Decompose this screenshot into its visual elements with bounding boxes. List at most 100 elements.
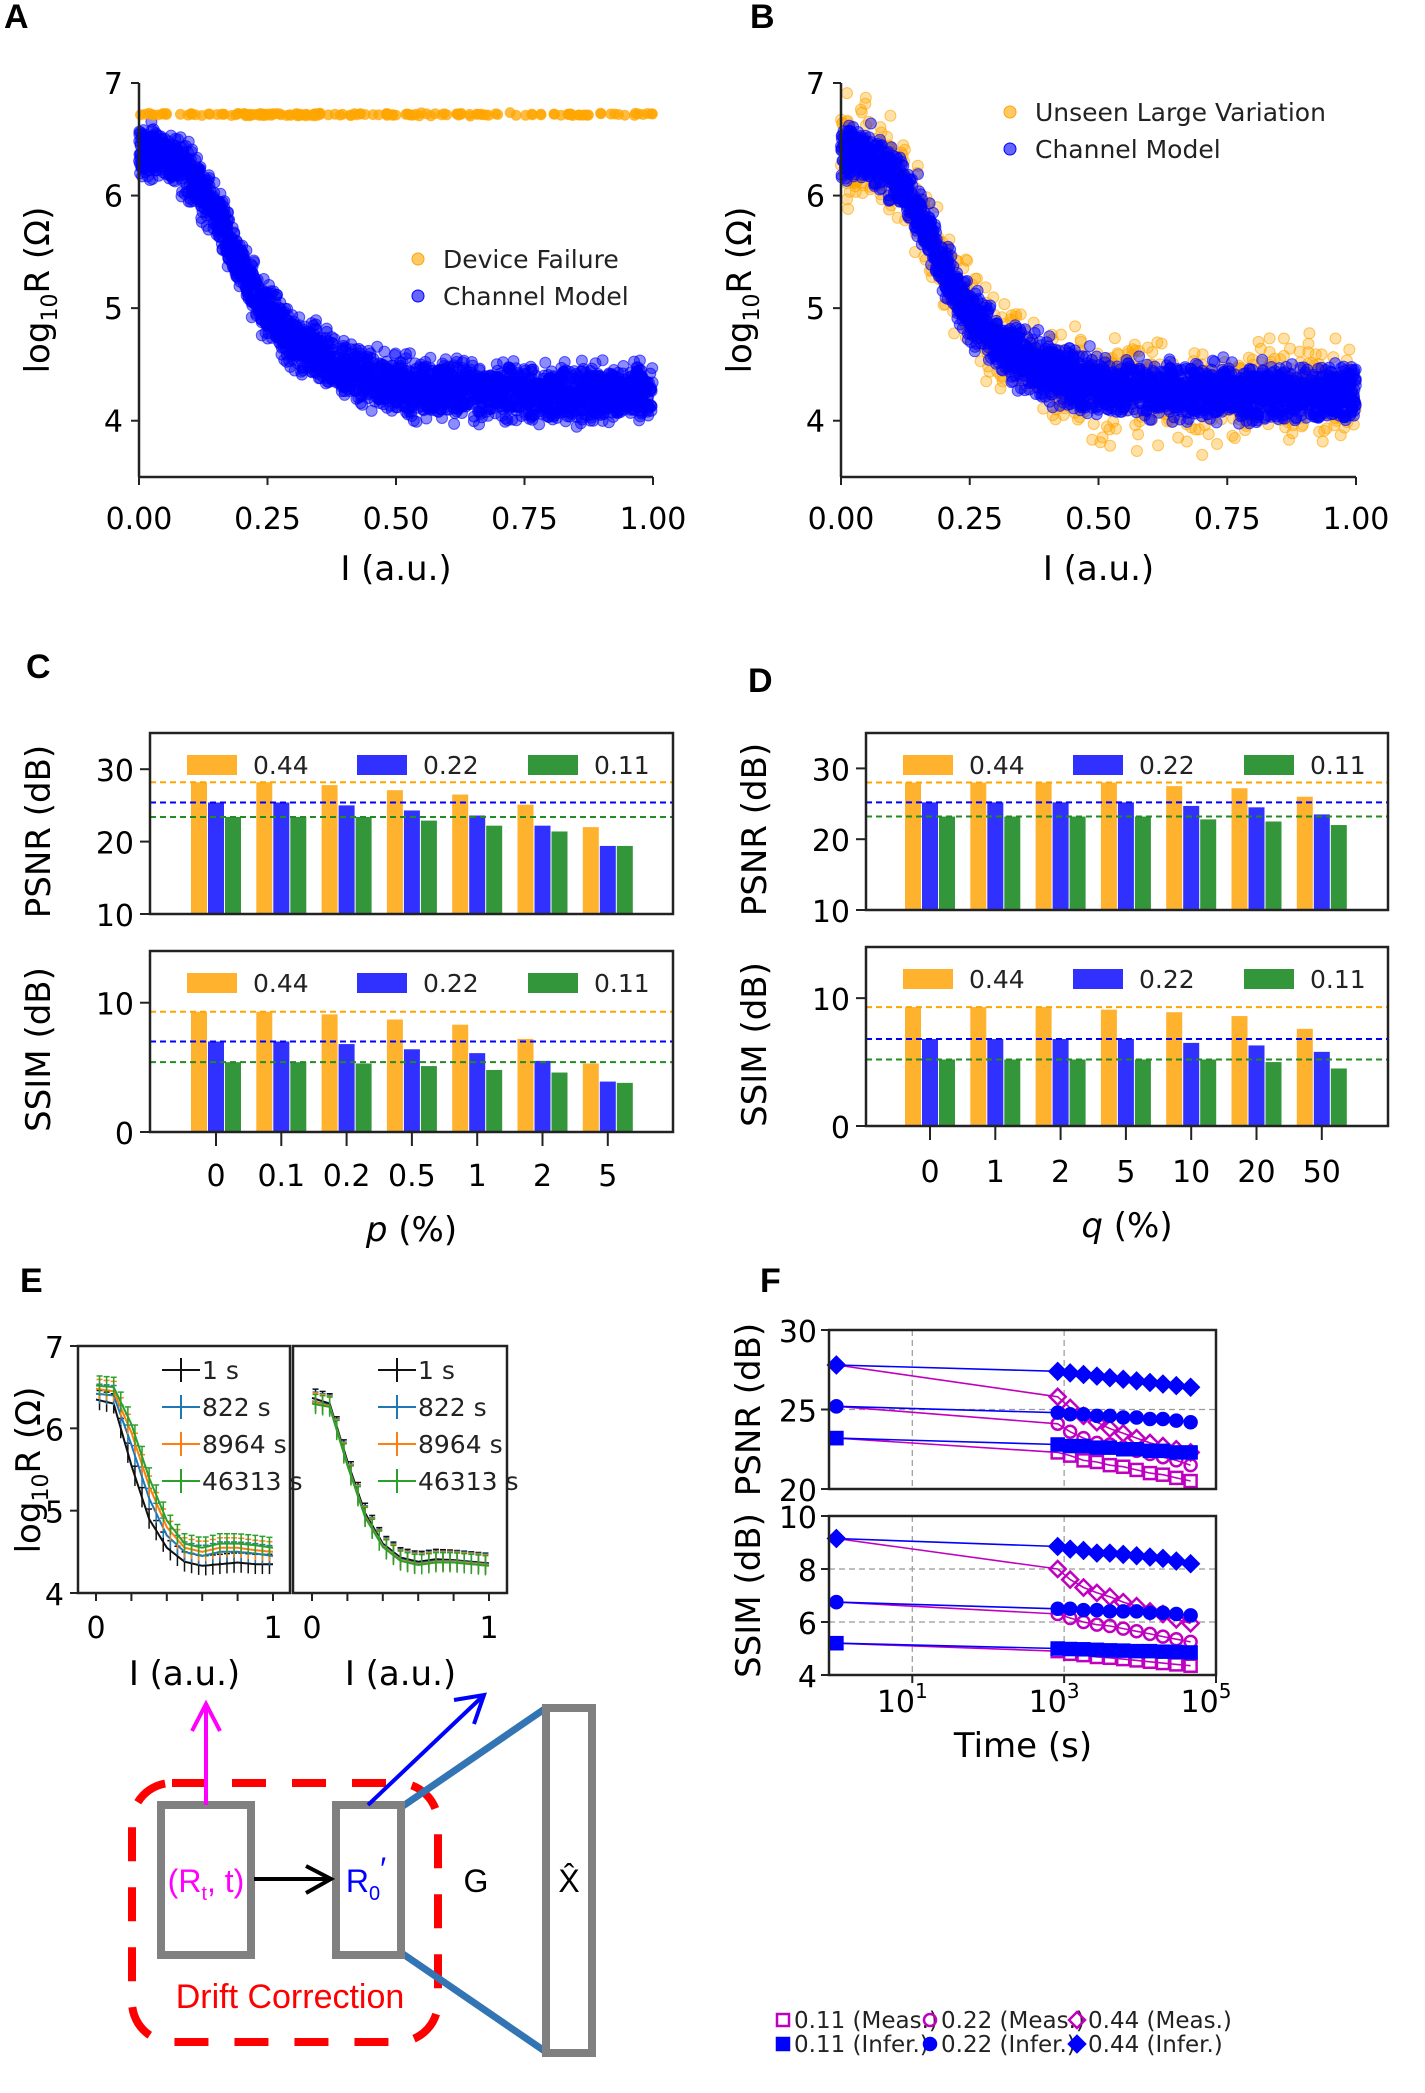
data-point (1303, 327, 1316, 340)
legend-marker (411, 289, 425, 303)
series-channel-model (133, 115, 659, 433)
data-point (135, 109, 146, 121)
data-point (421, 108, 432, 120)
data-point (594, 391, 606, 404)
data-point (206, 203, 219, 216)
data-point (1316, 435, 1329, 448)
data-point (1152, 439, 1165, 452)
data-point (841, 87, 853, 100)
panel-label-f: F (760, 1262, 781, 1300)
data-point (1069, 320, 1082, 333)
data-point (607, 410, 620, 423)
data-point (539, 356, 552, 369)
data-point (476, 109, 488, 121)
data-point (1083, 340, 1096, 353)
data-point (644, 383, 657, 396)
data-point (1129, 419, 1142, 432)
data-point (1343, 343, 1356, 356)
data-point (483, 369, 496, 382)
legend-label: Channel Model (443, 282, 629, 311)
data-point (250, 307, 263, 320)
data-point (448, 417, 461, 430)
data-point (523, 412, 536, 425)
data-point (335, 360, 348, 373)
scatter-points-A (133, 107, 659, 433)
data-point (994, 382, 1007, 395)
data-point (186, 108, 198, 120)
data-point (335, 377, 348, 390)
data-point (147, 160, 160, 173)
y-tick-label: 5 (104, 292, 123, 327)
data-point (271, 108, 283, 119)
data-point (412, 377, 425, 389)
data-point (511, 367, 524, 380)
data-point (386, 386, 399, 399)
data-point (1211, 438, 1223, 450)
data-point (274, 303, 287, 315)
data-point (427, 404, 440, 417)
data-point (619, 109, 631, 121)
data-point (438, 108, 450, 120)
data-point (521, 398, 534, 411)
data-point (195, 215, 208, 228)
data-point (390, 366, 403, 379)
legend-label: Device Failure (443, 245, 619, 274)
data-point (334, 109, 346, 121)
data-point (1151, 336, 1164, 349)
data-point (1101, 420, 1113, 433)
data-point (493, 396, 506, 409)
data-point (856, 187, 869, 199)
y-tick-label: 7 (104, 67, 123, 102)
data-point (1226, 429, 1239, 442)
data-point (154, 130, 167, 143)
data-point (1094, 436, 1107, 449)
data-point (575, 354, 588, 367)
data-point (242, 284, 255, 296)
data-point (191, 168, 204, 181)
x-axis-label: I (a.u.) (340, 549, 451, 589)
data-point (1014, 308, 1027, 321)
data-point (429, 373, 442, 386)
data-point (309, 347, 322, 360)
data-point (467, 415, 480, 428)
data-point (249, 109, 261, 120)
data-point (841, 193, 853, 206)
data-point (338, 344, 351, 357)
data-point (182, 152, 195, 165)
data-point (146, 108, 158, 120)
data-point (482, 385, 495, 398)
data-point (171, 133, 184, 146)
data-point (464, 108, 476, 120)
data-point (510, 391, 523, 404)
data-point (632, 108, 644, 120)
data-point (157, 108, 169, 119)
data-point (395, 376, 408, 389)
data-point (226, 221, 239, 234)
data-point (162, 156, 175, 169)
data-point (358, 367, 371, 380)
data-point (215, 220, 228, 233)
data-point (646, 362, 659, 375)
data-point (452, 390, 465, 403)
data-point (175, 174, 188, 187)
legend-marker (411, 252, 425, 266)
data-point (551, 411, 563, 424)
data-point (596, 354, 609, 367)
data-point (577, 384, 590, 397)
data-point (1108, 332, 1121, 345)
data-point (278, 333, 291, 346)
data-point (295, 327, 308, 340)
data-point (378, 345, 391, 358)
data-point (232, 272, 245, 285)
data-point (309, 108, 321, 120)
data-point (1087, 418, 1100, 430)
data-point (592, 403, 605, 416)
panel-label-e: E (20, 1262, 43, 1300)
data-point (595, 108, 607, 120)
data-point (320, 322, 333, 335)
x-tick-label: 1.00 (620, 502, 687, 537)
data-point (593, 370, 605, 383)
data-point (157, 166, 170, 179)
data-point (884, 109, 897, 122)
data-point (202, 187, 215, 199)
